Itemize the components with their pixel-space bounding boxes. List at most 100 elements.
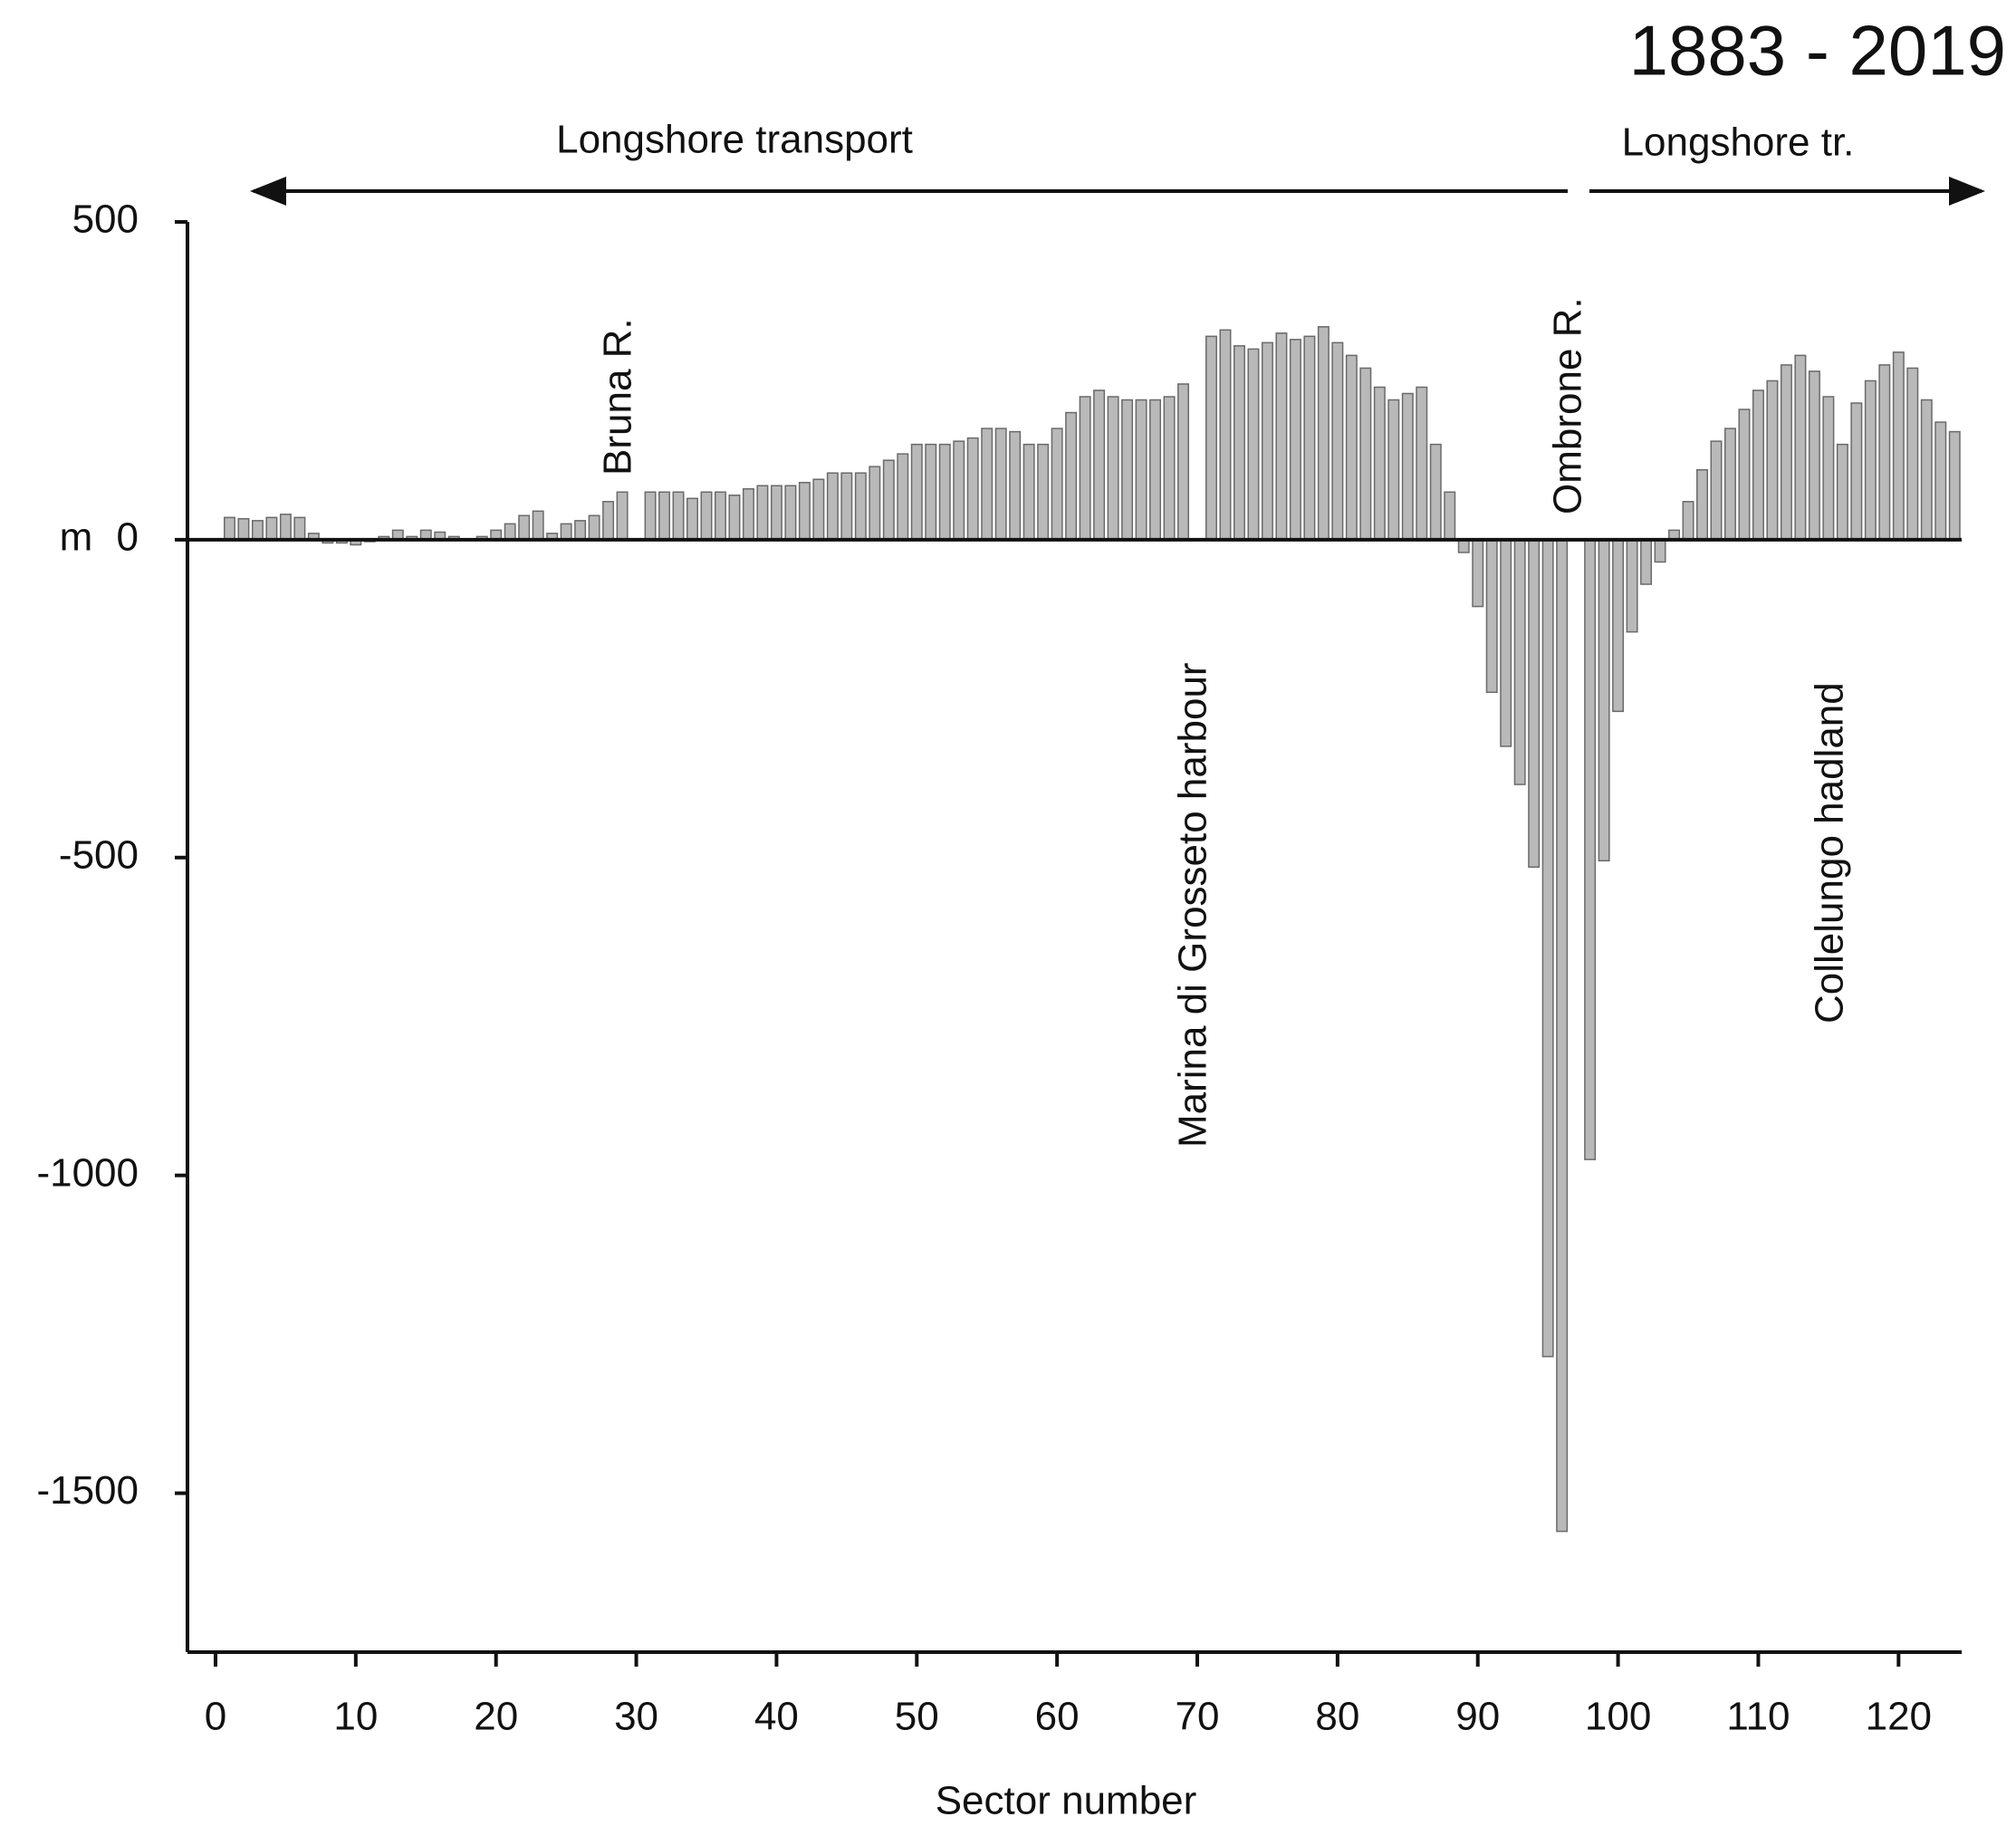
bar (1205, 335, 1217, 541)
bar (1850, 402, 1863, 541)
bar (1345, 354, 1358, 541)
x-tick-label: 80 (1315, 1695, 1359, 1739)
bar (1107, 396, 1119, 541)
bar (953, 440, 965, 541)
bar (700, 491, 713, 541)
bar (644, 491, 657, 541)
bar (910, 443, 923, 541)
bar (1892, 351, 1905, 541)
x-tick-label: 110 (1726, 1695, 1790, 1739)
x-tick-label: 100 (1585, 1695, 1651, 1739)
bar (938, 443, 951, 541)
bar (518, 514, 531, 541)
bar (1359, 367, 1372, 541)
x-tick-label: 120 (1866, 1695, 1932, 1739)
bar (1303, 335, 1316, 541)
bar (925, 443, 937, 541)
bar (1009, 430, 1022, 541)
bar (616, 491, 629, 541)
x-tick-label: 90 (1455, 1695, 1500, 1739)
bar (756, 485, 769, 541)
bar (1233, 345, 1245, 541)
bar (1528, 539, 1541, 869)
x-tick-label: 20 (474, 1695, 518, 1739)
bar (1373, 386, 1386, 541)
bar (251, 520, 264, 541)
bar (1541, 539, 1554, 1358)
bar (265, 516, 278, 541)
bar (1051, 428, 1063, 541)
bar (1948, 430, 1961, 541)
bar (840, 472, 853, 541)
bar (1513, 539, 1526, 785)
bar (966, 437, 979, 541)
bar (1808, 370, 1820, 541)
x-tick-label: 40 (754, 1695, 799, 1739)
annotation: Collelungo hadland (1808, 682, 1852, 1024)
bar (1696, 468, 1708, 541)
bar (1864, 380, 1877, 541)
x-tick-label: 70 (1176, 1695, 1220, 1739)
bar (1906, 367, 1919, 541)
bar (1612, 539, 1625, 713)
bar (1878, 364, 1891, 541)
bar (1416, 386, 1428, 541)
bar (981, 428, 994, 541)
bar (223, 516, 235, 541)
bar (1331, 341, 1344, 541)
x-tick-label: 30 (614, 1695, 658, 1739)
annotation: Bruna R. (596, 318, 640, 476)
bar (1500, 539, 1512, 747)
y-tick-label: -1000 (36, 1150, 139, 1195)
x-tick-label: 50 (895, 1695, 939, 1739)
bar (1472, 539, 1484, 608)
bar (1261, 341, 1273, 541)
bar (1723, 428, 1736, 541)
bar (1780, 364, 1792, 541)
bar (1121, 399, 1134, 541)
y-tick-label: 500 (72, 197, 139, 242)
bar (1135, 399, 1147, 541)
bar (1682, 501, 1694, 541)
bar (1149, 399, 1162, 541)
bar (1710, 440, 1723, 541)
x-tick-label: 0 (205, 1695, 226, 1739)
bar (237, 517, 250, 541)
bar (1457, 539, 1470, 553)
bar (1387, 399, 1400, 541)
bar (1920, 399, 1933, 541)
bar (532, 510, 544, 541)
bar (672, 491, 685, 541)
bar (1401, 392, 1414, 541)
bar (1556, 539, 1569, 1533)
bar (1598, 539, 1610, 862)
bar (1626, 539, 1638, 633)
bar (602, 501, 615, 541)
bar (1163, 396, 1176, 541)
x-tick-label: 10 (333, 1695, 378, 1739)
bar (504, 523, 516, 541)
bar (854, 472, 867, 541)
bar (897, 453, 909, 541)
bar (742, 487, 754, 541)
bar (1766, 380, 1779, 541)
bar (1794, 354, 1807, 541)
bar (1037, 443, 1050, 541)
y-tick-label: 0 (117, 515, 139, 560)
bar (1022, 443, 1035, 541)
bar (1822, 396, 1835, 541)
bar (869, 466, 881, 541)
annotation: Longshore tr. (1622, 120, 1855, 165)
bar (1275, 332, 1288, 541)
bar (1640, 539, 1653, 585)
bar (812, 478, 825, 541)
bar (1836, 443, 1848, 541)
y-tick-label: -500 (59, 832, 139, 877)
bar (1584, 539, 1597, 1160)
bar (1093, 389, 1106, 541)
bar (1065, 411, 1078, 541)
bar (714, 491, 726, 541)
bar (784, 485, 797, 541)
bar (1317, 326, 1330, 541)
annotation: Marina di Grosseto harbour (1171, 662, 1215, 1148)
